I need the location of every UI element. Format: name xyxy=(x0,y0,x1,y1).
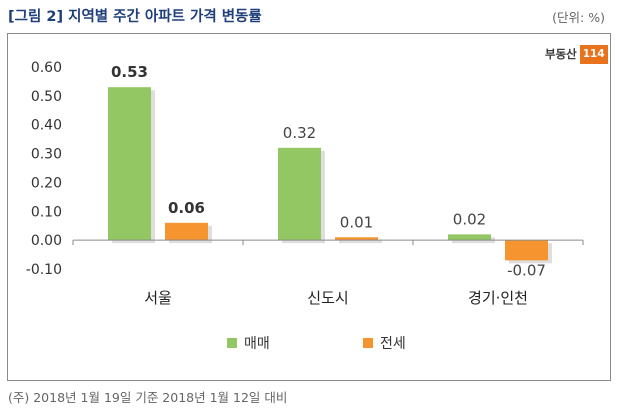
logo-text: 부동산 xyxy=(545,47,577,61)
bar xyxy=(448,234,491,241)
y-tick-label: 0.50 xyxy=(31,89,62,105)
data-label: 0.06 xyxy=(168,199,205,217)
y-tick-label: 0.30 xyxy=(31,147,62,163)
data-label: 0.32 xyxy=(283,124,316,142)
logo: 부동산 114 xyxy=(545,45,608,64)
x-tick-label: 신도시 xyxy=(307,289,348,307)
bar xyxy=(335,237,378,241)
y-tick-label: 0.60 xyxy=(31,60,62,76)
bar xyxy=(278,147,321,241)
source-note: (주) 2018년 1월 19일 기준 2018년 1월 12일 대비 xyxy=(8,390,288,405)
bar-shadow xyxy=(339,240,382,244)
y-tick-label: 0.00 xyxy=(31,233,62,249)
data-label: 0.53 xyxy=(111,63,148,81)
chart-title: [그림 2] 지역별 주간 아파트 가격 변동률 xyxy=(8,9,262,25)
bar xyxy=(108,87,151,241)
bar xyxy=(505,240,548,261)
logo-number: 114 xyxy=(579,45,608,64)
chart-frame xyxy=(7,33,611,381)
bar xyxy=(165,222,208,241)
data-label: 0.01 xyxy=(340,213,373,231)
y-tick-label: 0.10 xyxy=(31,204,62,220)
legend-label: 전세 xyxy=(380,336,406,352)
legend-label: 매매 xyxy=(244,336,270,352)
y-tick-label: -0.10 xyxy=(26,262,62,278)
legend-swatch xyxy=(363,338,373,348)
x-tick-label: 서울 xyxy=(144,289,172,307)
data-label: -0.07 xyxy=(507,261,546,279)
data-label: 0.02 xyxy=(453,210,486,228)
y-tick-label: 0.20 xyxy=(31,175,62,191)
legend-swatch xyxy=(227,338,237,348)
unit-label: (단위: %) xyxy=(552,10,605,25)
y-tick-label: 0.40 xyxy=(31,118,62,134)
x-tick-label: 경기·인천 xyxy=(468,289,528,307)
